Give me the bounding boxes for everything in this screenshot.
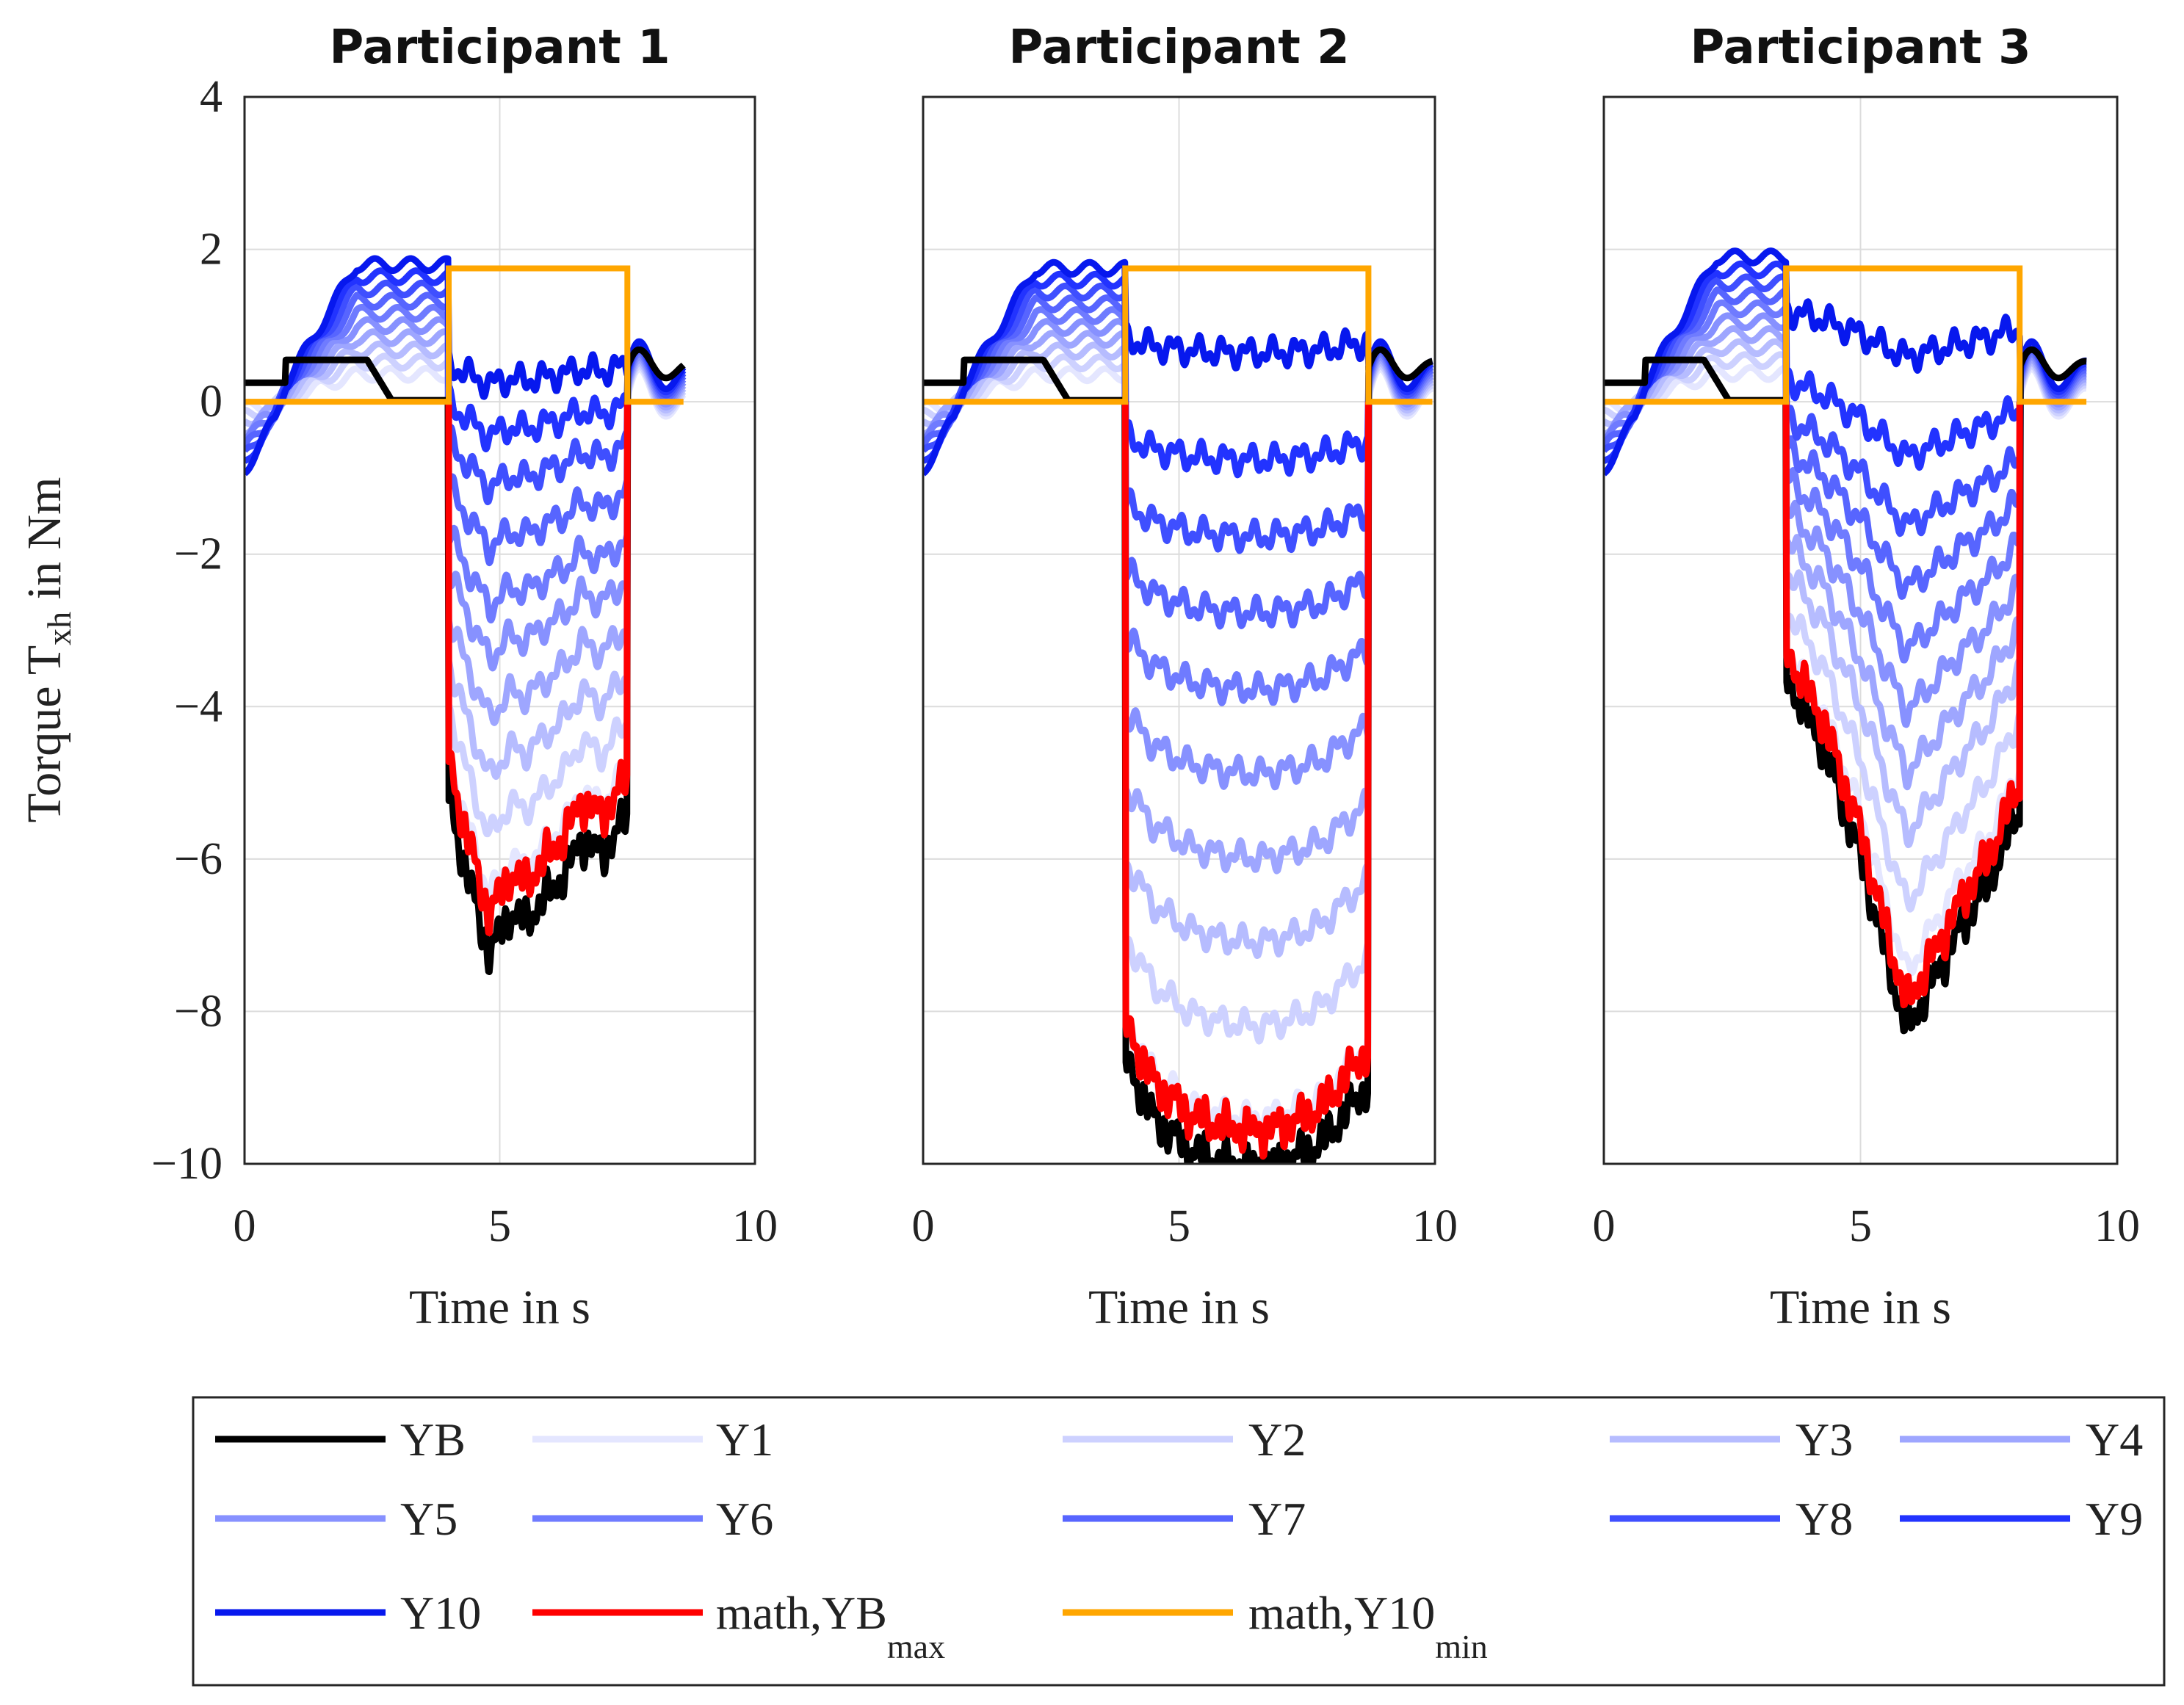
series-YBmax [1782,402,2023,1009]
panel-title: Participant 2 [1008,21,1349,75]
legend-label: Y9 [2086,1493,2143,1545]
axes-frame [1602,95,2119,1165]
series-Y9 [923,270,1435,479]
legend-item-Y4: Y4 [1900,1413,2143,1466]
y-axis-label-subscript: xh [40,612,78,645]
svg-text:Torque Txh in Nm: Torque Txh in Nm [18,477,78,823]
legend-label: Y10 [400,1587,481,1639]
y-tick-label: −4 [174,681,223,731]
legend-item-Y9: Y9 [1900,1493,2143,1545]
legend-item-Y6: Y6 [532,1493,773,1545]
series-Y1 [923,365,1435,1137]
series-Y10 [245,255,687,477]
legend-label: YB [400,1413,466,1466]
legend-label: Y6 [716,1493,773,1545]
y-tick-label: 4 [200,72,223,122]
x-tick-label: 0 [912,1201,935,1251]
legend-label: Y3 [1796,1413,1853,1466]
legend-label: Y5 [400,1493,458,1545]
series-YBmax [445,402,631,937]
legend-label: Y4 [2086,1413,2143,1466]
legend-label: Y7 [1248,1493,1306,1545]
legend-item-Y1: Y1 [532,1413,773,1466]
chart-panels: Participant 1 0 5 10 Time in s 4 2 0 −2 −4 −6 −8 −10… [151,21,2140,1334]
series-Y5 [245,316,687,672]
legend-item-YB: YB [215,1413,466,1466]
panel-participant-2: Participant 2 0 5 10 Time in s [912,21,1458,1334]
x-tick-label: 5 [1849,1201,1872,1251]
series-Y10 [923,258,1435,477]
y-axis-label: Torque Txh in Nm [18,477,78,823]
panel-participant-1: Participant 1 0 5 10 Time in s 4 2 0 −2 −4 −6 −8 −10 [151,21,778,1334]
series-Y2 [1604,351,2089,913]
plot-area [245,255,687,975]
legend-item-Y8: Y8 [1610,1493,1853,1545]
panel-title: Participant 3 [1690,21,2031,75]
y-axis-label-unit: in Nm [18,477,71,612]
x-axis-label: Time in s [409,1281,590,1334]
legend-label: math,Y10min [1248,1587,1488,1665]
y-axis-label-text: Torque T [18,645,71,823]
legend-label: math,YBmax [716,1587,945,1665]
legend-item-Y2: Y2 [1063,1413,1306,1466]
legend-label: Y1 [716,1413,773,1466]
y-tick-label: −2 [174,529,223,579]
x-tick-label: 0 [234,1201,256,1251]
legend-item-Y3: Y3 [1610,1413,1853,1466]
y-tick-label: −8 [174,986,223,1036]
legend-item-YBmax: math,YBmax [532,1587,945,1665]
x-tick-label: 10 [1412,1201,1458,1251]
series-Y6 [1604,299,2089,664]
series-Y6 [245,303,687,624]
series-YB [245,346,687,975]
series-Y2 [923,353,1435,1045]
series-Y8 [923,282,1435,554]
x-tick-label: 5 [1168,1201,1190,1251]
legend-box [192,1396,2166,1687]
x-axis-label: Time in s [1770,1281,1951,1334]
plot-area [1604,247,2089,1035]
legend-item-Y10: Y10 [215,1587,481,1639]
x-tick-label: 10 [732,1201,778,1251]
legend-label: Y2 [1248,1413,1306,1466]
y-tick-label: 0 [200,377,223,427]
legend-item-Y10min: math,Y10min [1063,1587,1488,1665]
series-Y3 [1604,338,2089,849]
plot-area [923,258,1435,1164]
x-tick-label: 0 [1593,1201,1616,1251]
series-YBmax [1121,402,1372,1160]
series-Y10min [1604,265,2087,405]
y-tick-label: −10 [151,1139,223,1189]
series-Y10 [1604,247,2089,477]
axes-frame [243,95,756,1165]
legend-label: Y8 [1796,1493,1853,1545]
y-tick-label: −6 [174,834,223,884]
series-Y4 [1604,325,2089,791]
series-Y5 [1604,312,2089,728]
legend-item-Y7: Y7 [1063,1493,1306,1545]
series-Y3 [923,341,1435,959]
x-axis-label: Time in s [1088,1281,1270,1334]
series-Y7 [245,292,687,567]
y-tick-label: 2 [200,225,223,275]
panel-participant-3: Participant 3 0 5 10 Time in s [1593,21,2141,1334]
legend-item-Y5: Y5 [215,1493,458,1545]
series-YB [923,346,1435,1164]
panel-title: Participant 1 [329,21,670,75]
series-Y10min [245,265,684,405]
series-Y10min [923,265,1433,405]
x-tick-label: 5 [488,1201,511,1251]
series-Y9 [1604,260,2089,471]
axes-frame [922,95,1436,1165]
x-tick-label: 10 [2094,1201,2140,1251]
series-Y4 [245,328,687,726]
legend: YB Y1 Y2 Y3 Y4 Y5 Y6 Y7 Y8 Y9 Y10 math,YBmax math,Y1… [192,1396,2166,1687]
series-Y5 [923,318,1435,791]
